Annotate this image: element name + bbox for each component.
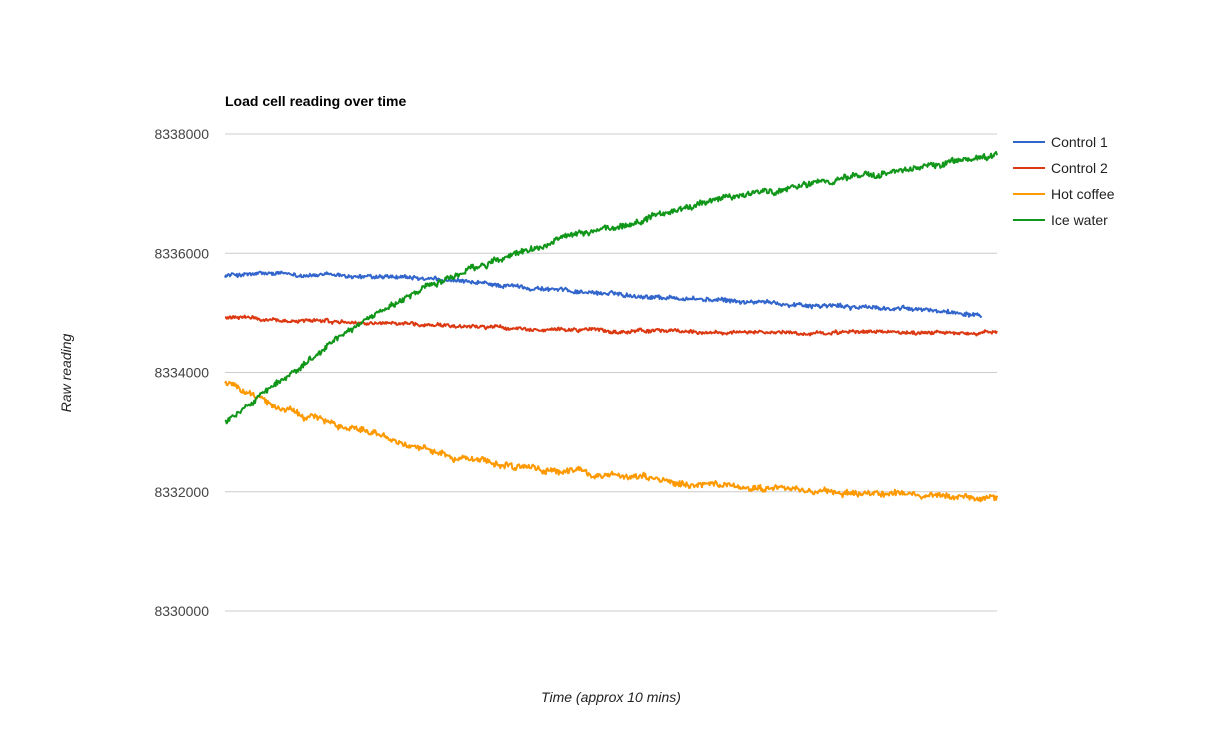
y-tick-label: 8334000 bbox=[154, 365, 209, 381]
series-line-ice-water bbox=[224, 150, 998, 425]
legend-label: Hot coffee bbox=[1051, 186, 1115, 202]
y-axis-ticks: 8338000 8336000 8334000 8332000 8330000 bbox=[154, 126, 209, 619]
y-tick-label: 8336000 bbox=[154, 245, 209, 261]
legend-label: Control 2 bbox=[1051, 160, 1108, 176]
y-tick-label: 8332000 bbox=[154, 484, 209, 500]
y-tick-label: 8338000 bbox=[154, 126, 209, 142]
y-axis-label: Raw reading bbox=[58, 333, 74, 412]
legend: Control 1 Control 2 Hot coffee Ice water bbox=[1013, 134, 1115, 228]
y-tick-label: 8330000 bbox=[154, 603, 209, 619]
chart-title: Load cell reading over time bbox=[225, 93, 406, 109]
series-line-control-2 bbox=[224, 314, 998, 337]
legend-label: Control 1 bbox=[1051, 134, 1108, 150]
series-line-hot-coffee bbox=[224, 380, 998, 503]
series-line-control-1 bbox=[224, 270, 983, 318]
legend-label: Ice water bbox=[1051, 212, 1108, 228]
series-lines bbox=[224, 150, 998, 503]
x-axis-label: Time (approx 10 mins) bbox=[541, 689, 681, 705]
gridlines bbox=[225, 133, 997, 612]
